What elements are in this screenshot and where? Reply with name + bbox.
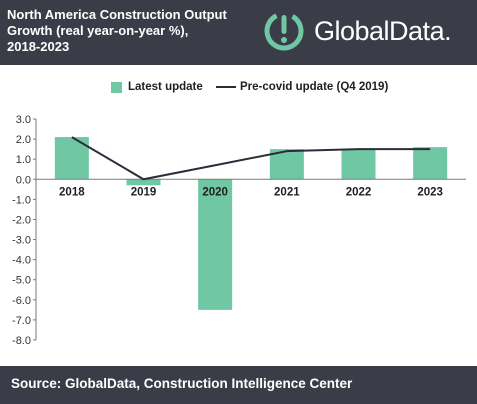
bar-2019 — [126, 179, 161, 186]
y-tick-label: -7.0 — [12, 315, 31, 327]
chart-plot: 3.0 2.0 1.0 0.0 -1.0 -2.0 -3.0 -4.0 -5.0 -6.0 -7.0… — [12, 114, 466, 347]
source-note: Source: GlobalData, Construction Intelli… — [11, 376, 353, 391]
y-tick-label: -8.0 — [12, 335, 31, 347]
bar-2022 — [341, 149, 376, 180]
header-banner: North America Construction Output Growth… — [0, 0, 477, 65]
globaldata-logo-icon — [264, 11, 304, 51]
x-tick-label: 2023 — [417, 186, 443, 198]
y-tick-label: -4.0 — [12, 255, 31, 267]
x-tick-label: 2018 — [59, 186, 85, 198]
y-tick-label: -3.0 — [12, 235, 31, 247]
y-tick-label: -1.0 — [12, 194, 31, 206]
chart-legend: Latest update Pre-covid update (Q4 2019) — [0, 81, 477, 97]
legend-bar-label: Latest update — [128, 81, 203, 93]
legend-bar-swatch — [111, 81, 122, 93]
bar-2020 — [198, 179, 233, 310]
x-tick-label: 2019 — [131, 186, 157, 198]
y-tick-label: 2.0 — [16, 134, 31, 146]
y-tick-label: 0.0 — [16, 174, 31, 186]
legend-item-precovid: Pre-covid update (Q4 2019) — [216, 81, 388, 93]
y-tick-label: -2.0 — [12, 214, 31, 226]
bar-2023 — [413, 147, 448, 180]
y-tick-label: 3.0 — [16, 114, 31, 126]
y-tick-label: 1.0 — [16, 154, 31, 166]
y-tick-label: -5.0 — [12, 275, 31, 287]
line-series-precovid — [71, 136, 431, 181]
x-tick-label: 2021 — [274, 186, 300, 198]
title-line-1: North America Construction Output — [7, 7, 227, 22]
legend-line-label: Pre-covid update (Q4 2019) — [240, 81, 389, 93]
x-tick-label: 2022 — [346, 186, 372, 198]
y-tick-label: -6.0 — [12, 295, 31, 307]
legend-line-swatch — [216, 86, 236, 88]
footer-banner: Source: GlobalData, Construction Intelli… — [0, 366, 477, 404]
title-line-2: Growth (real year-on-year %), — [7, 23, 189, 38]
brand-logo: GlobalData. — [262, 9, 472, 53]
brand-name: GlobalData. — [314, 16, 452, 46]
x-tick-label: 2020 — [202, 186, 228, 198]
legend-item-latest: Latest update — [111, 81, 203, 93]
title-line-3: 2018-2023 — [7, 39, 70, 54]
chart-title: North America Construction Output Growth… — [7, 7, 257, 55]
